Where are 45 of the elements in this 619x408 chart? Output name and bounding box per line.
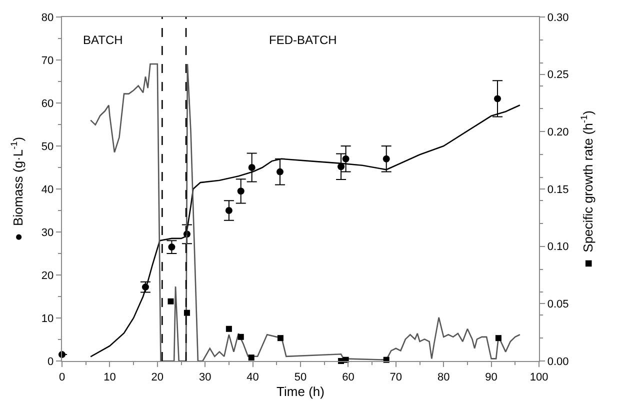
x-tick-label: 0: [58, 371, 66, 384]
x-tick-label: 60: [342, 371, 354, 384]
x-tick-label: 20: [151, 371, 164, 384]
point: [494, 95, 501, 102]
x-tick-label: 50: [294, 371, 307, 384]
point: [237, 188, 244, 195]
point: [225, 207, 232, 214]
x-tick-label: 70: [390, 371, 402, 384]
y-tick-label: 70: [41, 54, 54, 67]
x-tick-label: 30: [198, 371, 212, 384]
y-tick-label: 50: [41, 140, 54, 153]
y2-tick-label: 0.15: [547, 184, 569, 196]
point: [226, 326, 232, 332]
y-tick-label: 10: [41, 312, 54, 325]
point: [168, 298, 174, 304]
x-tick-label: 10: [104, 371, 116, 384]
y2-tick-label: 0.25: [547, 69, 569, 82]
y2-tick-label: 0.10: [547, 241, 569, 254]
y-tick-label: 60: [41, 98, 54, 110]
point: [277, 335, 284, 342]
annotation: BATCH: [83, 33, 123, 47]
x-tick-label: 90: [485, 371, 498, 384]
y-tick-label: 30: [41, 226, 54, 239]
point: [184, 310, 190, 316]
point: [495, 335, 502, 342]
y2-tick-label: 0.00: [547, 356, 569, 368]
annotation: FED-BATCH: [269, 33, 337, 47]
point: [338, 163, 345, 170]
y2-tick-label: 0.30: [547, 12, 569, 24]
y-tick-label: 20: [41, 270, 54, 282]
point: [238, 334, 244, 340]
point: [248, 164, 256, 171]
point: [248, 354, 254, 361]
x-tick-label: 80: [437, 371, 450, 384]
y-tick-label: 40: [41, 184, 54, 196]
x-tick-label: 100: [530, 371, 548, 384]
x-axis-title: Time (h): [276, 384, 324, 399]
point: [382, 155, 390, 162]
x-tick-label: 40: [246, 371, 259, 384]
y-tick-label: 0: [48, 356, 54, 368]
y2-tick-label: 0.20: [547, 126, 569, 139]
point: [276, 168, 284, 176]
y2-tick-label: 0.05: [547, 298, 569, 311]
point: [342, 155, 350, 162]
y-tick-label: 80: [41, 12, 54, 24]
